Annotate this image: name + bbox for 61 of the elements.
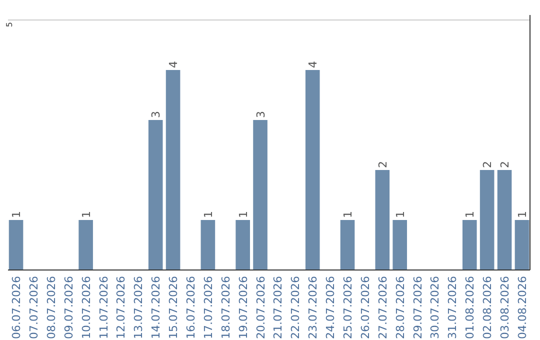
data-label: 1 <box>236 211 250 218</box>
x-tick-label: 19.07.2026 <box>236 276 250 339</box>
data-label: 3 <box>254 111 268 118</box>
x-tick-label: 11.07.2026 <box>97 276 110 339</box>
data-label: 2 <box>376 161 390 168</box>
bar <box>305 70 320 270</box>
x-tick-label: 27.07.2026 <box>376 276 390 339</box>
x-tick-label: 31.07.2026 <box>446 276 460 339</box>
x-tick-label: 18.07.2026 <box>219 276 232 339</box>
x-tick-label: 04.08.2026 <box>516 276 529 339</box>
data-label: 2 <box>481 161 494 168</box>
x-tick-label: 20.07.2026 <box>254 276 268 339</box>
x-tick-label: 02.08.2026 <box>481 276 494 339</box>
data-label: 1 <box>342 211 355 218</box>
bar <box>148 120 163 270</box>
bar <box>253 120 268 270</box>
data-label: 2 <box>498 161 512 168</box>
x-tick-label: 16.07.2026 <box>184 276 198 339</box>
x-tick-label: 26.07.2026 <box>358 276 372 339</box>
x-tick-label: 17.07.2026 <box>202 276 215 339</box>
x-tick-label: 07.07.2026 <box>27 276 40 339</box>
x-tick-label: 28.07.2026 <box>394 276 407 339</box>
bar <box>375 170 390 270</box>
bar <box>200 220 216 270</box>
data-label: 1 <box>80 211 93 218</box>
x-tick-label: 08.07.2026 <box>44 276 58 339</box>
data-label: 1 <box>394 211 407 218</box>
x-tick-label: 24.07.2026 <box>324 276 338 339</box>
x-tick-label: 03.08.2026 <box>498 276 512 339</box>
x-tick-label: 12.07.2026 <box>114 276 128 339</box>
data-label: 4 <box>306 61 320 68</box>
bar <box>166 70 180 270</box>
data-label: 4 <box>167 61 180 68</box>
x-tick-label: 15.07.2026 <box>167 276 180 339</box>
x-tick-label: 14.07.2026 <box>150 276 163 339</box>
x-tick-label: 25.07.2026 <box>342 276 355 339</box>
x-tick-label: 09.07.2026 <box>62 276 76 339</box>
x-tick-label: 22.07.2026 <box>289 276 302 339</box>
bar <box>462 220 477 270</box>
x-tick-label: 21.07.2026 <box>272 276 285 339</box>
data-label: 1 <box>10 211 24 218</box>
x-tick-label: 01.08.2026 <box>464 276 477 339</box>
y-tick-label: 5 <box>5 22 14 28</box>
bar <box>236 220 250 270</box>
bar <box>340 220 355 270</box>
x-tick-label: 13.07.2026 <box>132 276 146 339</box>
data-label: 1 <box>464 211 477 218</box>
x-tick-label: 23.07.2026 <box>306 276 320 339</box>
bar <box>480 170 494 270</box>
bar <box>497 170 512 270</box>
data-label: 3 <box>150 111 163 118</box>
bar <box>78 220 93 270</box>
x-tick-label: 06.07.2026 <box>10 276 24 339</box>
bar <box>8 220 24 270</box>
x-tick-label: 30.07.2026 <box>428 276 442 339</box>
data-label: 1 <box>202 211 215 218</box>
data-label: 1 <box>516 211 529 218</box>
x-tick-label: 29.07.2026 <box>411 276 424 339</box>
bar <box>392 220 407 270</box>
bar <box>514 220 530 270</box>
x-tick-label: 10.07.2026 <box>80 276 93 339</box>
